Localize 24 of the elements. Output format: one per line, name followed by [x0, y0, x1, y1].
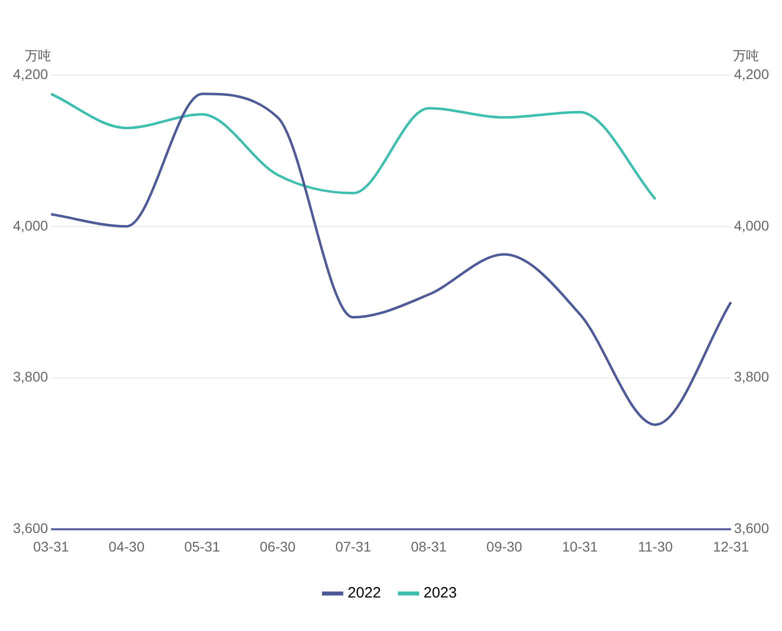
- x-tick-label: 09-30: [486, 538, 522, 554]
- y-tick-label: 4,000: [12, 217, 48, 234]
- legend-label: 2023: [424, 584, 457, 602]
- y-tick-label: 3,800: [12, 368, 48, 385]
- line-series: [50, 92, 732, 426]
- y-tick-label: 3,600: [12, 520, 48, 536]
- legend-label: 2022: [348, 584, 382, 602]
- x-tick-label: 10-31: [562, 538, 598, 554]
- y2-tick-label: 4,000: [734, 217, 770, 234]
- x-tick-label: 12-31: [713, 538, 750, 554]
- x-tick-label: 04-30: [108, 538, 145, 554]
- y-axis-title: 万吨: [25, 48, 51, 64]
- y2-axis-title: 万吨: [733, 48, 759, 64]
- line-series: [50, 92, 657, 200]
- x-tick-label: 08-31: [410, 538, 447, 554]
- y2-tick-label: 3,600: [734, 520, 770, 536]
- x-tick-label: 05-31: [184, 538, 220, 554]
- x-tick-label: 07-31: [335, 538, 372, 554]
- y2-tick-label: 4,200: [734, 66, 770, 82]
- y-tick-label: 4,200: [12, 66, 48, 82]
- x-tick-label: 06-30: [260, 538, 296, 554]
- x-tick-label: 03-31: [33, 538, 70, 554]
- x-tick-label: 11-30: [638, 538, 674, 554]
- y2-tick-label: 3,800: [734, 368, 770, 385]
